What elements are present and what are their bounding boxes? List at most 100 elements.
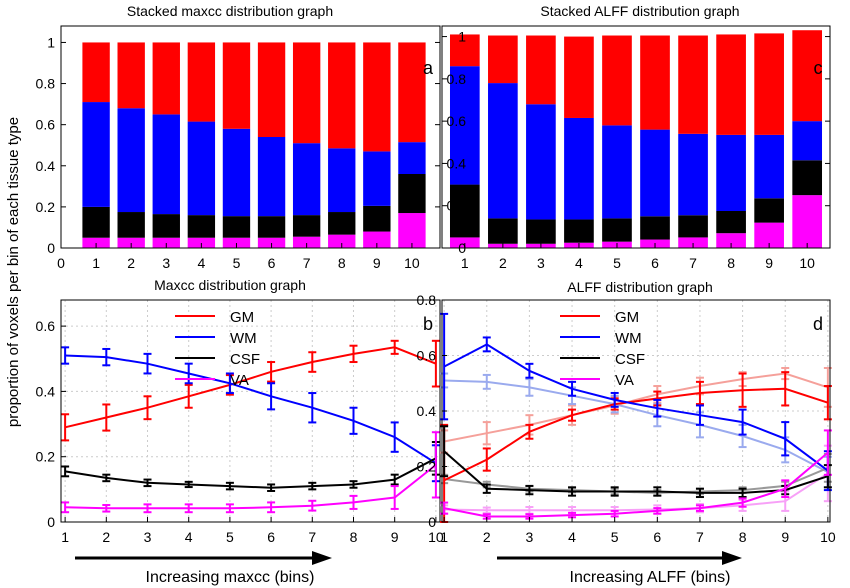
bar-a-csf-1 [82,206,110,238]
legend-b-wm-label: WM [230,330,257,347]
bar-c-csf-8 [716,211,746,234]
tick-d-x-label: 9 [781,529,789,545]
panel-d-frame [441,299,831,523]
tick-d-x-label: 1 [440,529,448,545]
tick-a-x-label: 6 [268,255,276,271]
errorbar-b-gm [431,339,440,388]
errorbar-b-csf [102,473,111,483]
legend-b-gm-label: GM [230,309,254,326]
errorbar-d-va [781,479,790,499]
errorbar-d-wm [738,408,747,436]
panel-b-letter: b [423,314,433,334]
tick-d-y-label: 0.8 [417,292,437,308]
errorbar-d-gm [482,447,491,472]
bar-a-gm-2 [117,42,145,109]
tick-c-y-label: 0.8 [447,71,467,87]
errorbar-b-csf [349,480,358,489]
line-d-va-faded [444,472,829,512]
bar-c-gm-4 [564,36,594,118]
bar-a-gm-4 [187,42,216,122]
bar-a-csf-7 [292,215,321,237]
bar-a-gm-10 [398,42,426,143]
tick-b-x-label: 3 [144,529,152,545]
bar-a-va-1 [82,237,110,248]
bar-c-va-8 [716,233,746,248]
bar-c-gm-6 [640,35,670,130]
tick-c-x-label: 8 [727,255,735,271]
bar-a-csf-4 [187,215,216,238]
bar-a-va-3 [152,237,180,248]
tick-a-x-label: 4 [197,255,205,271]
bar-c-csf-3 [526,219,556,244]
bar-a-gm-1 [82,42,110,103]
tick-c-y-label: 0.2 [447,198,467,214]
errorbar-b-csf [308,481,317,491]
bar-a-gm-7 [292,42,321,144]
panel-a-title: Stacked maxcc distribution graph [127,3,333,19]
line-d-csf [443,450,829,494]
bar-a-va-10 [398,213,426,248]
bar-a-wm-9 [363,151,391,206]
bar-a-wm-1 [82,102,110,207]
panel-c-frame [441,25,831,249]
legend-d-va-label: VA [615,372,634,389]
line-b-csf [64,457,437,489]
errorbar-b-gm [349,344,358,364]
errorbar-b-csf [267,483,276,492]
tick-c-x-label: 2 [499,255,507,271]
bar-c-wm-5 [602,125,632,219]
tick-d-y-label: 0.6 [417,348,437,364]
errorbar-b-wm [102,347,111,367]
errorbar-b-va [225,503,234,514]
errorbar-d-va [610,509,619,518]
bar-a-csf-10 [398,174,426,214]
tick-a-y-label: 0 [47,240,55,256]
tick-b-y-label: 0 [47,514,55,530]
bar-a-wm-6 [257,137,286,217]
errorbar-d-wm [610,391,619,408]
errorbar-b-va [184,503,193,514]
tick-a-x-label: 10 [404,255,420,271]
errorbar-d-wm [653,398,662,418]
errorbar-b-csf [225,481,234,491]
bar-a-gm-3 [152,42,180,115]
bar-c-wm-6 [640,129,670,217]
errorbar-b-va [308,499,317,512]
bar-c-csf-2 [488,218,518,244]
tick-d-x-label: 2 [483,529,491,545]
tick-d-y-label: 0 [428,514,436,530]
errorbar-b-wm [390,421,399,453]
tick-c-x-label: 5 [613,255,621,271]
bar-c-gm-10 [792,30,823,122]
tick-d-x-label: 5 [611,529,619,545]
tick-c-y-label: 0.6 [447,113,467,129]
tick-a-x-label: 2 [127,255,135,271]
tick-c-y-label: 0.4 [447,155,467,171]
errorbar-d-csf [440,425,449,478]
panel-a-letter: a [423,58,434,78]
errorbar-d-va [695,504,704,512]
bar-a-va-2 [117,237,145,248]
errorbar-d-gm [568,408,577,422]
tick-b-x-label: 5 [226,529,234,545]
bar-c-va-10 [792,195,823,248]
bar-c-va-7 [678,237,708,248]
bar-c-wm-7 [678,133,708,216]
errorbar-d-gm [738,372,747,408]
bar-c-wm-9 [754,134,784,199]
panel-d-letter: d [813,314,823,334]
tick-d-x-label: 3 [526,529,534,545]
tick-b-x-label: 9 [391,529,399,545]
errorbar-b-csf [143,478,152,488]
errorbar-b-csf [390,473,399,486]
errorbar-b-wm [225,372,234,395]
errorbar-d-wm-faded [482,373,491,390]
tick-b-x-label: 1 [61,529,69,545]
errorbar-b-wm [308,392,317,424]
bar-a-csf-8 [328,212,356,235]
bar-a-wm-4 [187,121,216,216]
tick-a-x-label: 7 [303,255,311,271]
